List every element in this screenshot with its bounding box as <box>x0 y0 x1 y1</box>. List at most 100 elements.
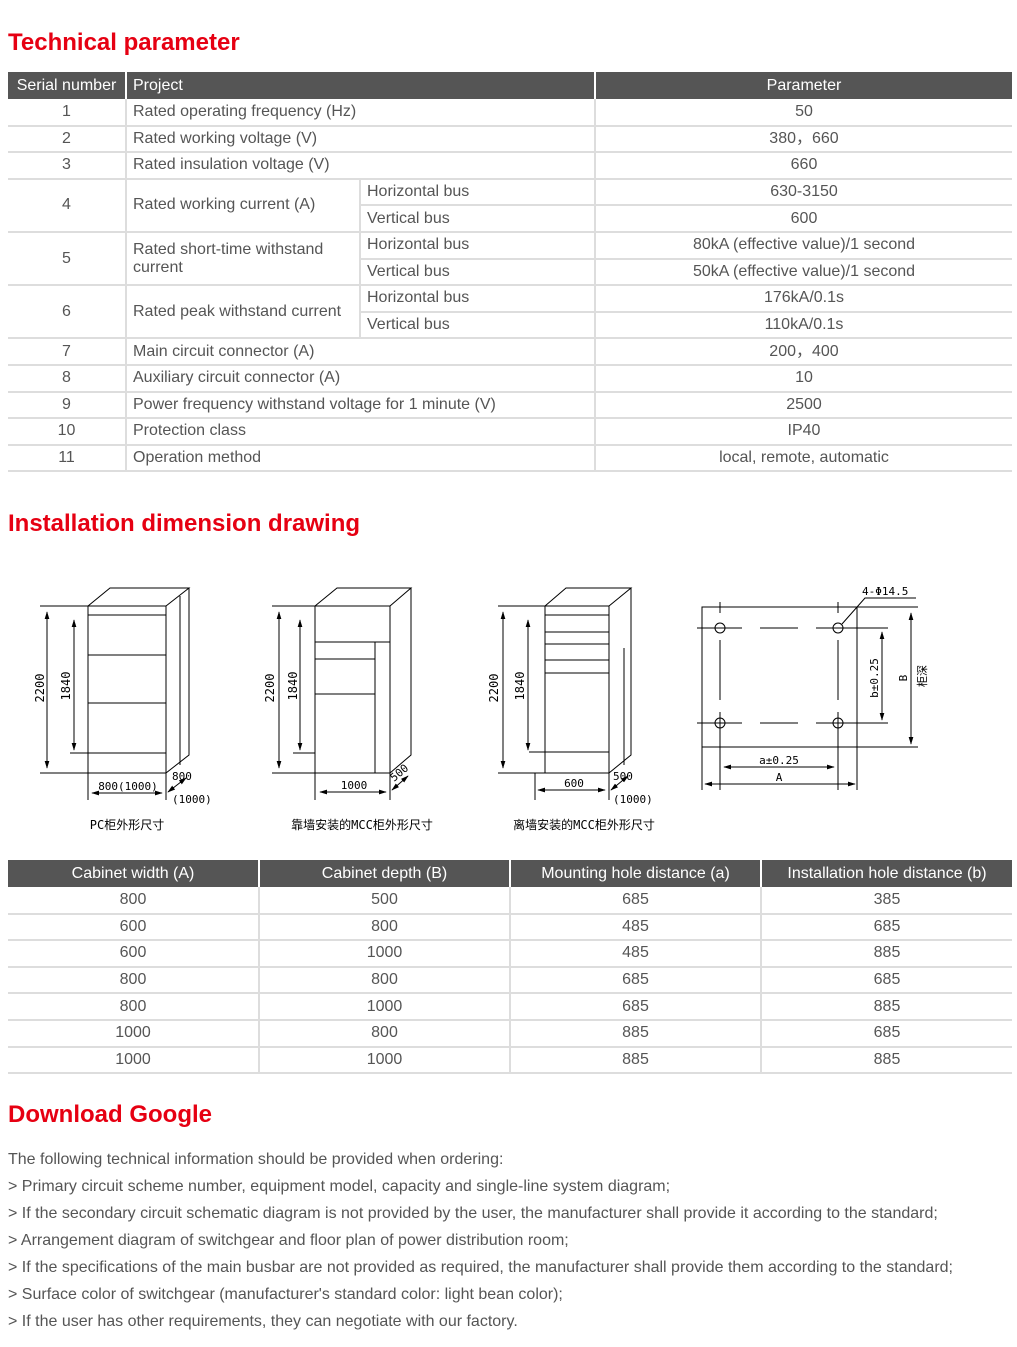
table-row: 1 Rated operating frequency (Hz) 50 <box>8 99 1012 127</box>
note-line: > If the user has other requirements, th… <box>8 1313 518 1330</box>
cell-project: Main circuit connector (A) <box>126 338 596 366</box>
table-cell: 1000 <box>8 1046 260 1075</box>
table-cell: 1000 <box>8 1019 260 1048</box>
cell-no: 6 <box>8 285 127 340</box>
cell-project: Rated working voltage (V) <box>126 125 596 154</box>
table-cell: 800 <box>259 966 511 995</box>
cell-no: 5 <box>8 231 127 287</box>
cell-no: 4 <box>8 178 127 233</box>
table-cell: 685 <box>761 913 1012 942</box>
cell-no: 3 <box>8 152 127 180</box>
d2-depth: 500 <box>388 762 412 785</box>
table-row: 600 1000 485 885 <box>8 940 1012 968</box>
table-cell: 800 <box>8 887 260 915</box>
table-cell: 685 <box>510 993 762 1021</box>
table-row: 3 Rated insulation voltage (V) 660 <box>8 152 1012 180</box>
mcc-wall-cabinet-drawing <box>272 587 413 800</box>
cell-value: 200，400 <box>595 338 1012 366</box>
table-cell: 385 <box>761 887 1012 915</box>
table-row: 9 Power frequency withstand voltage for 1… <box>8 391 1012 420</box>
note-line: > Primary circuit scheme number, equipme… <box>8 1178 671 1195</box>
header-parameter: Parameter <box>595 72 1012 99</box>
d1-caption: PC柜外形尺寸 <box>90 818 164 832</box>
cell-value: 660 <box>595 152 1012 180</box>
table-cell: 485 <box>510 940 762 968</box>
table-row: 1000 800 885 685 <box>8 1019 1012 1048</box>
table-cell: 500 <box>259 887 511 915</box>
d3-depth: 500 <box>613 770 633 783</box>
table-cell: 885 <box>761 940 1012 968</box>
d1-depth: 800 <box>172 770 192 783</box>
cell-project: Rated short-time withstand current <box>126 231 361 287</box>
table-row: 4 Rated working current (A) Horizontal bus… <box>8 178 1012 233</box>
note-line: The following technical information shou… <box>8 1151 504 1168</box>
table-cell: 600 <box>8 913 260 942</box>
table-cell: 885 <box>510 1019 762 1048</box>
header-serial: Serial number <box>8 72 127 99</box>
table-row: 600 800 485 685 <box>8 913 1012 942</box>
table-cell: 685 <box>761 966 1012 995</box>
table-row: 5 Rated short-time withstand current Horiz… <box>8 231 1012 287</box>
cell-value: IP40 <box>595 418 1012 446</box>
mounting-hole-plan <box>697 597 918 790</box>
note-line: > If the specifications of the main busb… <box>8 1259 953 1276</box>
cell-project: Rated operating frequency (Hz) <box>126 99 596 127</box>
table-row: 8 Auxiliary circuit connector (A) 10 <box>8 364 1012 393</box>
A-label: A <box>776 771 783 784</box>
cell-sub: Vertical bus <box>360 205 596 233</box>
section-title-installation: Installation dimension drawing <box>8 510 361 537</box>
header-cabinet-depth: Cabinet depth (B) <box>259 860 511 887</box>
d3-caption: 离墙安装的MCC柜外形尺寸 <box>513 817 655 832</box>
cell-project: Rated peak withstand current <box>126 285 361 340</box>
ordering-notes: The following technical information shou… <box>8 1146 953 1335</box>
table-row: 800 1000 685 885 <box>8 993 1012 1021</box>
table-row: 11 Operation method local, remote, automat… <box>8 444 1012 473</box>
B-label: B <box>897 674 910 681</box>
table-row: Vertical bus 50kA (effective value)/1 sec… <box>8 258 1012 287</box>
d1-width: 800(1000) <box>98 780 158 793</box>
table-row: Vertical bus 600 <box>8 205 1012 233</box>
note-line: > Surface color of switchgear (manufactu… <box>8 1286 563 1303</box>
cell-sub: Vertical bus <box>360 311 596 340</box>
table-row: 1000 1000 885 885 <box>8 1046 1012 1075</box>
table-cell: 885 <box>761 1046 1012 1075</box>
table-row: Vertical bus 110kA/0.1s <box>8 311 1012 340</box>
table-row: 7 Main circuit connector (A) 200，400 <box>8 338 1012 366</box>
table-cell: 885 <box>510 1046 762 1075</box>
table-row: 2 Rated working voltage (V) 380，660 <box>8 125 1012 154</box>
table-cell: 685 <box>510 966 762 995</box>
cell-sub: Vertical bus <box>360 258 596 287</box>
header-mounting-hole: Mounting hole distance (a) <box>510 860 762 887</box>
cell-value: 50 <box>595 99 1012 127</box>
cell-project: Rated insulation voltage (V) <box>126 152 596 180</box>
technical-parameter-table: Serial number Project Parameter 1 Rated o… <box>8 72 1012 473</box>
cell-value: 630-3150 <box>595 178 1012 207</box>
cell-no: 7 <box>8 338 127 366</box>
table-row: 10 Protection class IP40 <box>8 418 1012 446</box>
cell-project: Rated working current (A) <box>126 178 361 233</box>
d3-height: 2200 <box>487 674 501 703</box>
table-cell: 485 <box>510 913 762 942</box>
cell-value: 380，660 <box>595 125 1012 154</box>
d1-depth-alt: (1000) <box>172 793 212 806</box>
cell-value: 80kA (effective value)/1 second <box>595 231 1012 260</box>
table-cell: 800 <box>8 966 260 995</box>
d2-caption: 靠墙安装的MCC柜外形尺寸 <box>291 817 433 832</box>
table-cell: 1000 <box>259 993 511 1021</box>
a-tolerance: a±0.25 <box>759 754 799 767</box>
d3-width: 600 <box>564 777 584 790</box>
table-cell: 600 <box>8 940 260 968</box>
d2-height: 2200 <box>263 674 277 703</box>
table-row: 800 500 685 385 <box>8 887 1012 915</box>
table-cell: 800 <box>8 993 260 1021</box>
header-cabinet-width: Cabinet width (A) <box>8 860 260 887</box>
cell-no: 2 <box>8 125 127 154</box>
d2-inner-height: 1840 <box>286 672 300 701</box>
cell-project: Power frequency withstand voltage for 1 … <box>126 391 596 420</box>
table-cell: 885 <box>761 993 1012 1021</box>
section-title-technical: Technical parameter <box>8 29 240 56</box>
cell-sub: Horizontal bus <box>360 285 596 313</box>
table-cell: 685 <box>761 1019 1012 1048</box>
cell-value: 110kA/0.1s <box>595 311 1012 340</box>
cell-project: Auxiliary circuit connector (A) <box>126 364 596 393</box>
